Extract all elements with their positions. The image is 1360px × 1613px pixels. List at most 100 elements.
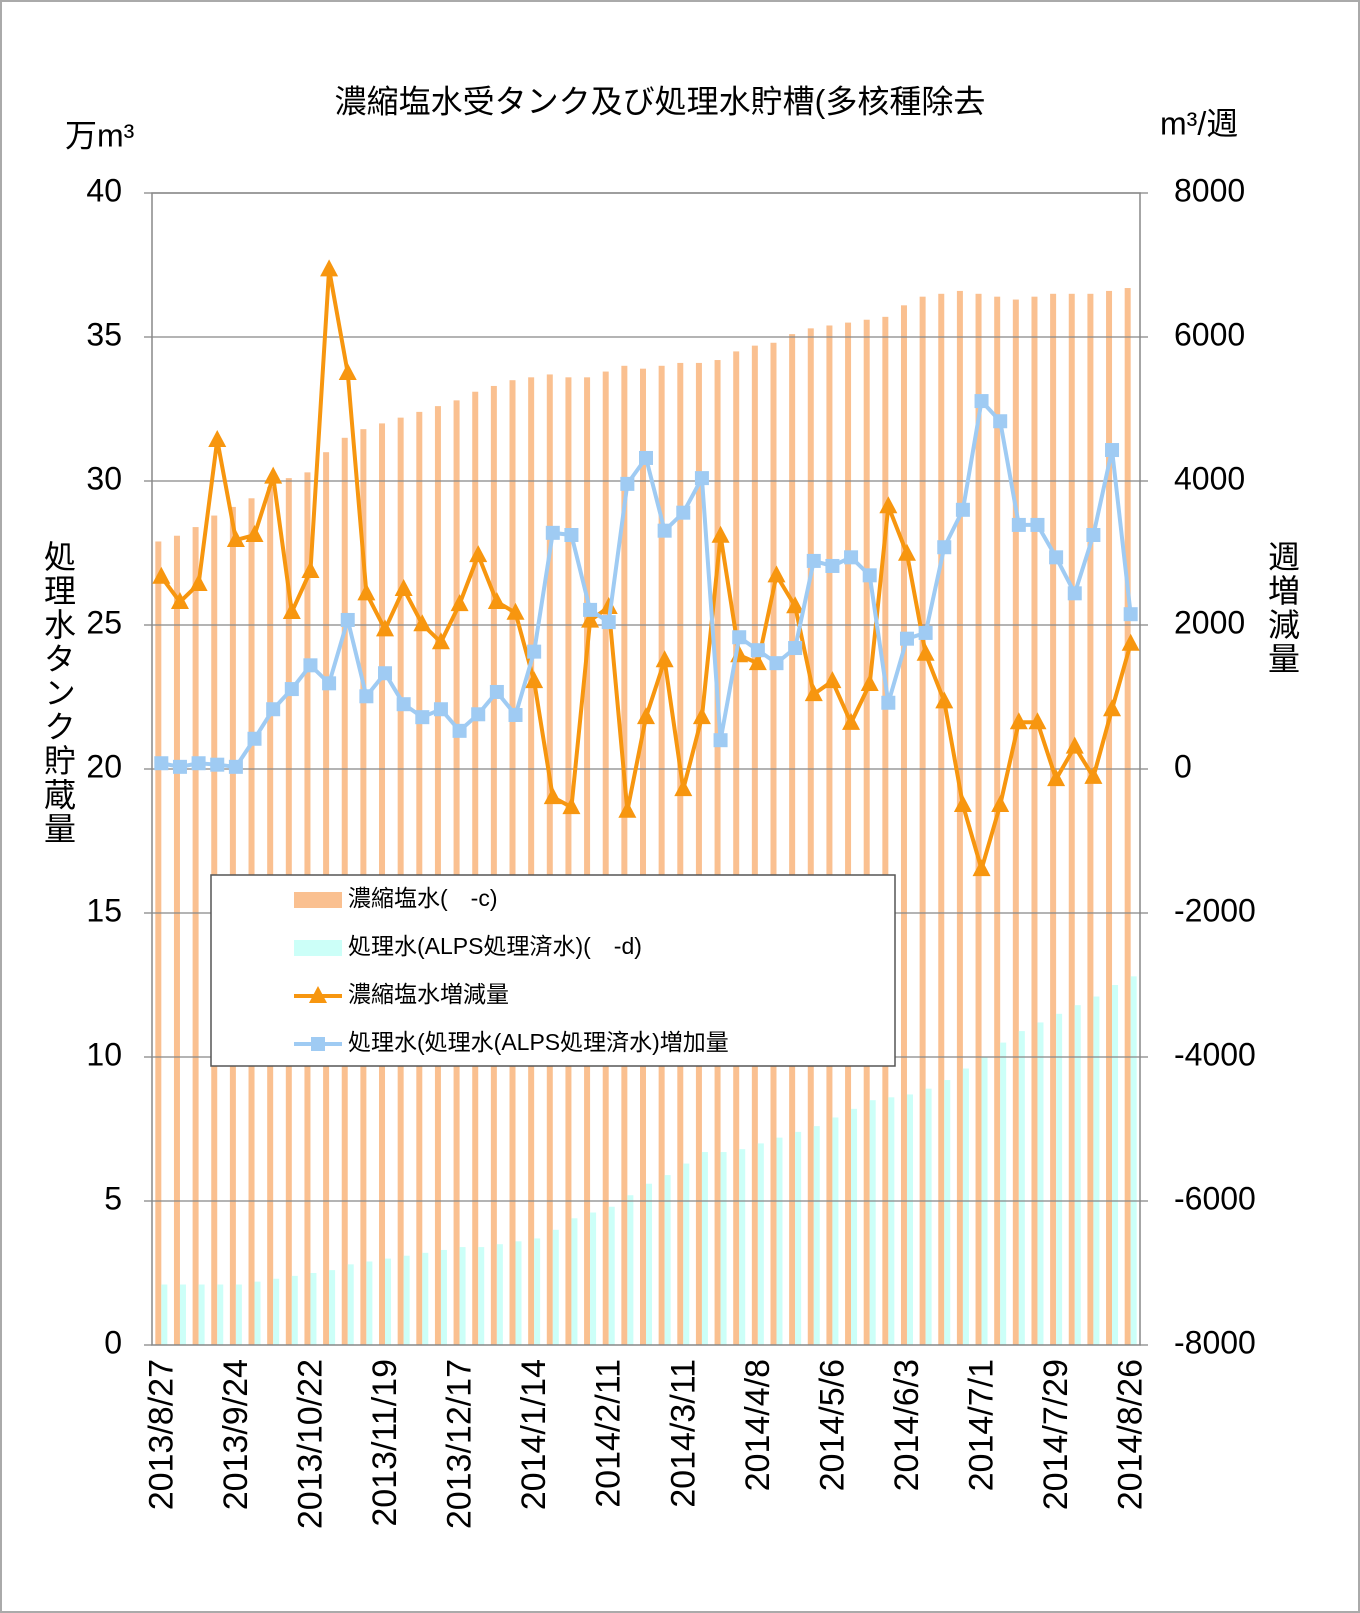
marker	[676, 505, 691, 520]
bar	[900, 305, 907, 1345]
marker	[266, 702, 281, 717]
bar	[602, 371, 609, 1345]
marker	[433, 702, 448, 717]
x-tick-label: 2014/6/3	[888, 1359, 926, 1491]
bar	[347, 1264, 354, 1345]
x-tick-label: 2013/9/24	[217, 1359, 255, 1510]
bar	[565, 377, 572, 1345]
bar	[571, 1218, 578, 1345]
marker	[692, 707, 711, 725]
y-tick-label: 5	[104, 1180, 122, 1216]
marker	[711, 525, 730, 543]
bar	[528, 377, 535, 1345]
marker	[320, 259, 339, 277]
x-tick-label: 2014/5/6	[813, 1359, 851, 1491]
x-tick-label: 2013/11/19	[366, 1359, 404, 1527]
x-tick-label: 2014/8/26	[1112, 1359, 1150, 1510]
bar	[192, 527, 199, 1345]
bar	[590, 1212, 597, 1345]
marker	[489, 684, 504, 699]
marker	[247, 731, 262, 746]
bar	[770, 342, 777, 1345]
bar	[310, 1273, 317, 1345]
marker	[769, 656, 784, 671]
marker	[245, 525, 264, 542]
marker	[844, 550, 859, 565]
marker	[620, 476, 635, 491]
bar	[962, 1068, 969, 1345]
bar	[832, 1117, 839, 1345]
marker	[431, 632, 450, 650]
marker	[527, 644, 542, 659]
marker	[953, 795, 972, 812]
x-tick-label: 2013/10/22	[291, 1359, 329, 1529]
marker	[637, 707, 655, 725]
marker	[562, 797, 581, 815]
marker	[583, 602, 598, 617]
bar	[1106, 290, 1113, 1345]
bar	[385, 1258, 392, 1345]
marker	[264, 466, 283, 484]
bar	[198, 1284, 205, 1345]
marker	[732, 630, 747, 645]
bar	[733, 351, 740, 1345]
bar	[472, 391, 479, 1346]
bar	[235, 1284, 242, 1345]
y2-tick-label: -8000	[1174, 1324, 1256, 1360]
marker	[750, 643, 765, 658]
legend-label: 濃縮塩水( -c)	[348, 885, 497, 911]
marker	[825, 558, 840, 573]
marker	[599, 597, 618, 614]
bar	[403, 1255, 410, 1345]
marker	[748, 653, 767, 671]
marker	[860, 674, 879, 692]
y-tick-label: 40	[86, 172, 122, 208]
bar	[944, 1080, 951, 1345]
bar	[845, 322, 852, 1346]
bar	[695, 362, 702, 1345]
bar	[1018, 1031, 1025, 1345]
legend-marker	[311, 1037, 325, 1051]
legend-swatch	[294, 892, 342, 908]
bar	[496, 1244, 503, 1345]
marker	[154, 756, 169, 771]
bar	[1050, 293, 1057, 1345]
bar	[863, 319, 870, 1346]
bar	[1130, 976, 1137, 1345]
marker	[862, 568, 877, 583]
bar	[1112, 985, 1119, 1345]
bar	[217, 1284, 224, 1345]
bar	[291, 1275, 298, 1345]
marker	[228, 759, 243, 774]
bar	[658, 365, 665, 1345]
y-axis-label: 処理水タンク貯蔵量	[40, 540, 76, 846]
marker	[786, 596, 805, 614]
marker	[357, 583, 376, 601]
marker	[359, 689, 374, 704]
y-tick-label: 0	[104, 1324, 122, 1360]
marker	[452, 723, 467, 738]
x-tick-label: 2013/12/17	[441, 1359, 479, 1529]
y-tick-label: 15	[86, 892, 122, 928]
marker	[394, 579, 413, 596]
marker	[450, 594, 469, 612]
marker	[543, 787, 562, 805]
marker	[545, 525, 560, 540]
y2-axis-label: 週増減量	[1264, 540, 1300, 676]
marker	[767, 565, 786, 583]
marker	[1123, 607, 1138, 622]
marker	[935, 691, 954, 709]
bar	[627, 1195, 634, 1345]
marker	[1067, 586, 1082, 601]
bar	[683, 1163, 690, 1345]
bar	[807, 328, 814, 1345]
bar	[1087, 293, 1094, 1345]
bar	[882, 316, 889, 1346]
marker	[655, 650, 674, 668]
bar	[440, 1249, 447, 1345]
plot-border	[151, 192, 1141, 1346]
marker	[657, 523, 672, 538]
marker	[1028, 712, 1047, 730]
bar	[179, 1284, 186, 1345]
marker	[340, 612, 355, 627]
